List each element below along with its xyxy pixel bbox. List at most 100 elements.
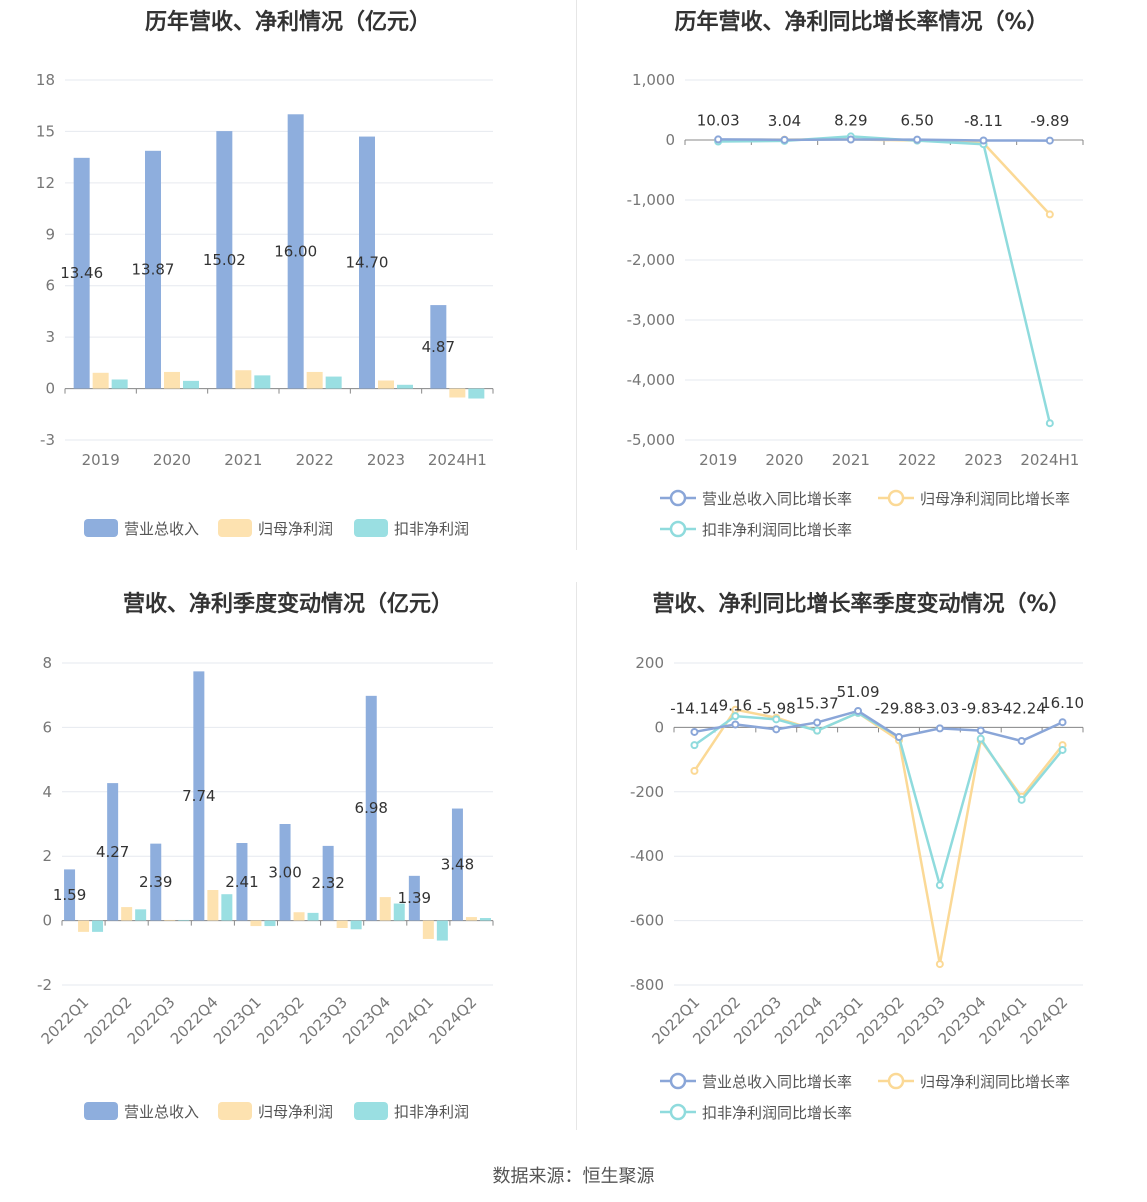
- y-tick-label: 0: [45, 380, 55, 398]
- bar-deducted-profit: [397, 384, 413, 389]
- bar-net-profit: [379, 897, 391, 921]
- bar-revenue: [107, 783, 119, 921]
- bar-deducted-profit: [254, 375, 271, 389]
- data-label: 3.00: [268, 863, 301, 881]
- line-point: [979, 136, 988, 145]
- bar-revenue: [408, 875, 420, 921]
- bar-net-profit: [121, 907, 133, 921]
- bar-deducted-profit: [350, 920, 362, 930]
- bar-revenue: [150, 843, 162, 921]
- x-tick-label: 2024H1: [1020, 451, 1079, 469]
- legend-marker: [887, 1072, 905, 1090]
- legend-swatch: [218, 1102, 252, 1120]
- legend-swatch: [354, 519, 388, 537]
- bar-net-profit: [235, 370, 252, 389]
- y-tick-label: 18: [36, 71, 55, 89]
- legend-label: 营业总收入同比增长率: [702, 490, 852, 508]
- chart-title: 历年营收、净利情况（亿元）: [144, 10, 431, 35]
- legend-swatch: [218, 519, 252, 537]
- data-label: 15.02: [203, 251, 246, 269]
- data-label: 13.46: [60, 264, 103, 282]
- y-tick-label: -3,000: [627, 311, 675, 329]
- line-deducted-profit-growth: [693, 711, 1064, 890]
- data-label: 6.98: [355, 799, 388, 817]
- legend-label: 扣非净利润: [394, 520, 469, 538]
- bar-deducted-profit: [111, 379, 128, 389]
- bar-revenue: [236, 842, 248, 921]
- data-source: 数据来源：恒生聚源: [492, 1166, 655, 1187]
- data-label: 2.39: [139, 873, 172, 891]
- legend-label: 归母净利润: [258, 1103, 333, 1121]
- quarterly-revenue-profit-panel: 营收、净利季度变动情况（亿元） -2 0 2 4 6 8 2022Q1 2022Q2 2022Q…: [0, 580, 576, 1150]
- bar-revenue: [64, 869, 76, 921]
- data-label: 16.10: [1041, 694, 1084, 712]
- data-label: 8.29: [834, 112, 867, 130]
- data-label: 4.27: [96, 843, 129, 861]
- bar-net-profit: [250, 920, 262, 927]
- bar-deducted-profit: [135, 909, 147, 921]
- legend-label: 归母净利润同比增长率: [920, 490, 1070, 508]
- y-tick-label: -800: [630, 976, 664, 994]
- bar-net-profit: [306, 371, 323, 389]
- line-point: [714, 135, 723, 144]
- line-point: [976, 734, 985, 743]
- bar-deducted-profit: [307, 912, 319, 921]
- bar-revenue: [430, 305, 447, 389]
- x-tick-label: 2022: [296, 451, 334, 469]
- line-point: [772, 725, 781, 734]
- legend-swatch: [354, 1102, 388, 1120]
- data-label: 1.59: [53, 886, 86, 904]
- panel-divider: [576, 582, 577, 1130]
- line-point: [935, 881, 944, 890]
- line-point: [690, 727, 699, 736]
- line-revenue-growth: [694, 709, 1064, 743]
- line-revenue-growth: [718, 138, 1050, 142]
- data-label: 3.04: [768, 112, 801, 130]
- line-point: [690, 741, 699, 750]
- line-point: [913, 135, 922, 144]
- data-label: -8.11: [964, 112, 1003, 130]
- y-tick-label: -400: [630, 847, 664, 865]
- data-label: -3.03: [920, 699, 959, 717]
- chart-title: 营收、净利同比增长率季度变动情况（%）: [652, 592, 1071, 617]
- data-label: -5.98: [757, 699, 796, 717]
- x-tick-label: 2021: [224, 451, 262, 469]
- data-label: -14.14: [670, 699, 718, 717]
- y-tick-label: 3: [45, 328, 55, 346]
- y-tick-label: 6: [45, 277, 55, 295]
- bar-net-profit: [164, 371, 180, 389]
- line-point: [1017, 795, 1026, 804]
- bar-revenue: [287, 114, 304, 389]
- bar-deducted-profit: [183, 380, 199, 389]
- data-label: 2.41: [225, 873, 258, 891]
- bar-net-profit: [422, 920, 434, 939]
- bar-revenue: [73, 157, 90, 389]
- data-label: 9.16: [719, 696, 752, 714]
- y-tick-label: 2: [42, 847, 52, 865]
- data-label: 13.87: [132, 261, 175, 279]
- x-tick-label: 2024Q2: [425, 993, 480, 1048]
- y-tick-label: 12: [36, 174, 55, 192]
- bar-deducted-profit: [178, 919, 190, 921]
- bar-net-profit: [465, 917, 477, 921]
- y-tick-label: 0: [665, 131, 675, 149]
- y-tick-label: -200: [630, 783, 664, 801]
- y-tick-label: -2,000: [627, 251, 675, 269]
- data-label: 7.74: [182, 787, 215, 805]
- legend-label: 归母净利润同比增长率: [920, 1073, 1070, 1091]
- y-tick-label: 1,000: [632, 71, 675, 89]
- annual-revenue-profit-panel: 历年营收、净利情况（亿元） -3 0 3 6 9 12 15 18 2019 2020 2021 20…: [0, 0, 576, 580]
- line-point: [976, 726, 985, 735]
- line-point: [1045, 210, 1054, 219]
- bar-deducted-profit: [264, 920, 276, 927]
- bar-revenue: [279, 824, 291, 921]
- y-tick-label: 0: [654, 718, 664, 736]
- line-net-profit-growth: [693, 708, 1064, 965]
- annual-growth-rate-chart: -5,000 -4,000 -3,000 -2,000 -1,000 0 1,000 2019…: [627, 71, 1084, 539]
- data-label: -29.88: [875, 699, 923, 717]
- y-tick-label: 4: [42, 783, 52, 801]
- bar-revenue: [359, 136, 375, 389]
- legend-marker: [669, 1103, 687, 1121]
- bar-deducted-profit: [436, 920, 448, 941]
- x-tick-label: 2022: [898, 451, 936, 469]
